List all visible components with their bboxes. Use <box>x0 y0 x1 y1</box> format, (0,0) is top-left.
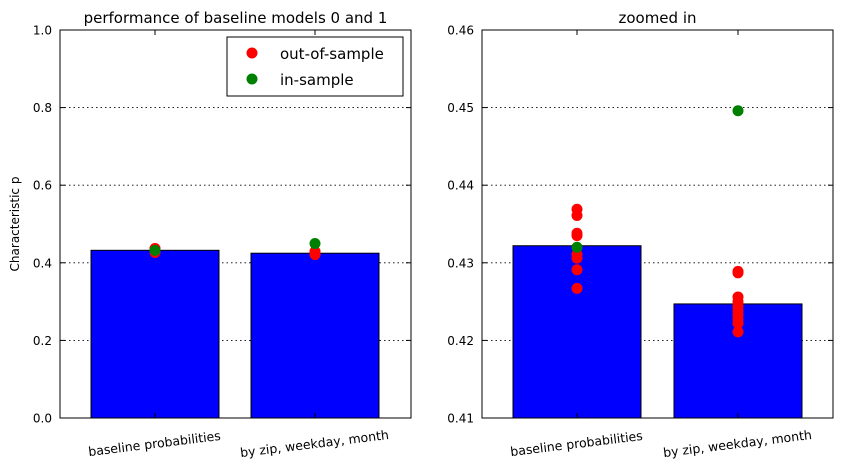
legend-out-of-sample-marker <box>246 47 258 59</box>
left-y-tick-label: 0.2 <box>33 334 52 348</box>
left-y-tick-label: 0.6 <box>33 179 52 193</box>
right-y-tick-label: 0.43 <box>447 256 474 270</box>
legend-box <box>226 36 404 97</box>
left-in-sample-point <box>149 244 161 256</box>
left-bar-baseline <box>90 249 220 419</box>
left-plot-frame <box>59 29 412 419</box>
legend: out-of-sample in-sample <box>226 36 404 97</box>
right-y-tick-label: 0.42 <box>447 334 474 348</box>
left-bar-by-zip <box>250 252 380 419</box>
right-out-of-sample-point <box>571 282 583 294</box>
left-in-sample-point <box>309 238 321 250</box>
right-in-sample-point <box>732 105 744 117</box>
left-points <box>149 238 321 261</box>
right-y-tick-label: 0.44 <box>447 179 474 193</box>
left-chart-title: performance of baseline models 0 and 1 <box>84 9 388 27</box>
left-y-tick-label: 0.8 <box>33 101 52 115</box>
right-out-of-sample-point <box>571 252 583 264</box>
right-out-of-sample-point <box>732 267 744 279</box>
right-out-of-sample-point <box>571 230 583 242</box>
legend-in-sample-label: in-sample <box>280 71 354 89</box>
left-y-tick-label: 0.0 <box>33 412 52 426</box>
left-y-axis-label: Characteristic p <box>8 177 22 272</box>
left-out-of-sample-point <box>309 249 321 261</box>
legend-out-of-sample-label: out-of-sample <box>280 45 384 63</box>
right-chart-title: zoomed in <box>618 9 696 27</box>
right-out-of-sample-point <box>732 317 744 329</box>
left-y-tick-label: 1.0 <box>33 24 52 38</box>
right-points <box>571 105 744 338</box>
right-out-of-sample-point <box>571 209 583 221</box>
right-out-of-sample-point <box>732 326 744 338</box>
right-in-sample-point <box>571 241 583 253</box>
right-y-tick-label: 0.41 <box>447 412 474 426</box>
legend-in-sample-marker <box>246 73 258 85</box>
right-plot-frame <box>481 29 834 419</box>
right-y-tick-label: 0.45 <box>447 101 474 115</box>
right-out-of-sample-point <box>571 264 583 276</box>
right-y-tick-label: 0.46 <box>447 24 474 38</box>
left-y-tick-label: 0.4 <box>33 256 52 270</box>
